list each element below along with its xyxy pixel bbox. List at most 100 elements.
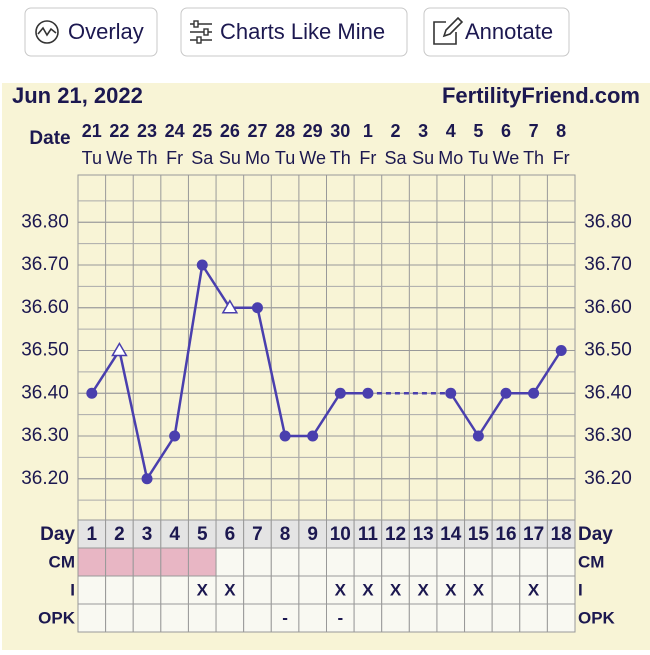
y-tick-label-right: 36.20 [584, 468, 632, 489]
weekday: Th [137, 148, 158, 168]
table-cell [105, 575, 134, 605]
charts-like-mine-button[interactable]: Charts Like Mine [180, 7, 408, 57]
temperature-marker [445, 387, 457, 399]
y-tick-label: 36.20 [21, 468, 69, 489]
y-tick-label-right: 36.30 [584, 425, 632, 446]
weekday: Tu [275, 148, 295, 168]
y-tick-label-right: 36.80 [584, 211, 632, 232]
table-cell [160, 603, 189, 633]
table-cell-text: 17 [523, 524, 544, 545]
button-label: Charts Like Mine [220, 19, 385, 44]
table-cell [270, 547, 300, 577]
y-tick-label-right: 36.70 [584, 254, 632, 275]
date: 29 [303, 121, 323, 141]
table-cell [132, 547, 162, 577]
weekday: Mo [438, 148, 463, 168]
weekday: Fr [553, 148, 570, 168]
table-cell-text: 7 [252, 524, 263, 545]
row-label-right: I [578, 580, 583, 599]
table-cell [519, 603, 548, 633]
table-cell-text: 8 [280, 524, 291, 545]
weekday: Su [219, 148, 241, 168]
table-cell [464, 547, 493, 577]
weekday: Mo [245, 148, 270, 168]
table-cell [464, 519, 493, 549]
date: 23 [137, 121, 157, 141]
weekday: Fr [166, 148, 183, 168]
weekday: Sa [191, 148, 214, 168]
table-cell-text: 14 [440, 524, 462, 545]
chart-date: Jun 21, 2022 [12, 83, 143, 108]
table-cell-text: 9 [307, 524, 318, 545]
temperature-marker [528, 387, 540, 399]
table-cell-text: 12 [385, 524, 406, 545]
table-cell [546, 519, 576, 549]
temperature-marker [111, 342, 128, 357]
table-cell [105, 603, 134, 633]
table-cell [215, 547, 245, 577]
source: FertilityFriend.com [442, 83, 640, 108]
table-cell-text: X [335, 580, 347, 599]
temperature-marker [307, 430, 319, 442]
table-cell [160, 547, 189, 577]
date: 26 [220, 121, 240, 141]
annotate-button[interactable]: Annotate [423, 7, 570, 57]
temperature-marker [500, 387, 512, 399]
temperature-marker [221, 299, 239, 314]
table-cell-text: 1 [87, 524, 98, 545]
y-tick-label-right: 36.40 [584, 382, 632, 403]
table-cell-text: X [224, 580, 236, 599]
table-cell [187, 547, 217, 577]
table-cell [132, 603, 162, 633]
date: 22 [109, 121, 129, 141]
y-tick-label: 36.70 [21, 254, 69, 275]
table-cell [326, 547, 355, 577]
weekday: We [106, 148, 133, 168]
table-cell [270, 575, 300, 605]
table-cell [298, 603, 327, 633]
table-cell [546, 575, 576, 605]
y-tick-label-right: 36.50 [584, 340, 632, 361]
date: 2 [391, 121, 401, 141]
table-cell-text: 11 [358, 524, 379, 545]
temperature-marker [555, 345, 567, 356]
table-cell [491, 519, 521, 549]
table-cell-text: 6 [225, 524, 236, 545]
table-cell [436, 575, 466, 605]
y-tick-label: 36.30 [21, 425, 69, 446]
table-cell [353, 547, 383, 577]
y-tick-label-right: 36.60 [584, 297, 632, 318]
date: 7 [529, 121, 539, 141]
date: 27 [247, 121, 267, 141]
table-cell [215, 519, 245, 549]
table-cell [381, 547, 410, 577]
table-cell [353, 603, 383, 633]
table-cell [215, 603, 245, 633]
weekday: Su [412, 148, 434, 168]
table-cell [77, 603, 107, 633]
table-cell [243, 575, 272, 605]
temperature-marker [141, 473, 153, 485]
button-label: Overlay [68, 19, 144, 44]
y-tick-label: 36.40 [21, 382, 69, 403]
table-cell [464, 575, 493, 605]
temperature-marker [279, 430, 291, 442]
date: 4 [446, 121, 456, 141]
table-cell [243, 547, 272, 577]
date: 6 [501, 121, 511, 141]
row-label-right: Day [578, 524, 613, 545]
date: 28 [275, 121, 295, 141]
table-cell [77, 547, 107, 577]
table-cell-text: 2 [114, 524, 125, 545]
table-cell-text: 10 [330, 524, 351, 545]
table-cell [77, 575, 107, 605]
row-label: I [70, 580, 75, 599]
temperature-marker [196, 259, 208, 271]
overlay-button[interactable]: Overlay [24, 7, 158, 57]
table-cell [187, 575, 217, 605]
table-cell [436, 547, 466, 577]
temperature-marker [334, 387, 346, 399]
weekday: Tu [468, 148, 488, 168]
date: 5 [473, 121, 483, 141]
table-cell [298, 519, 327, 549]
